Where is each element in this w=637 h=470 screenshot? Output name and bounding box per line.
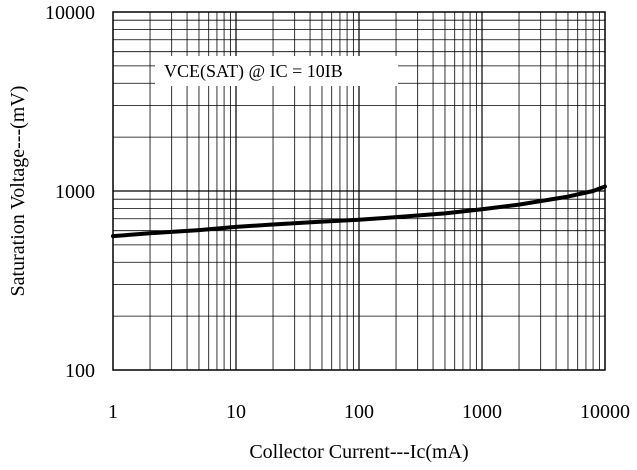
y-tick-label: 1000 (55, 181, 95, 203)
y-tick-label: 10000 (45, 2, 95, 24)
y-axis-label: Saturation Voltage---(mV) (7, 86, 29, 297)
x-tick-label: 1000 (462, 401, 502, 423)
x-tick-labels: 1 10 100 1000 10000 (108, 401, 630, 423)
x-axis-label: Collector Current---Ic(mA) (249, 441, 468, 463)
annotation-box (155, 56, 398, 86)
x-tick-label: 10 (226, 401, 246, 423)
annotation-label: VCE(SAT) @ IC = 10IB (164, 61, 343, 82)
x-tick-label: 1 (108, 401, 118, 423)
plot-frame (112, 11, 606, 371)
y-tick-label: 100 (65, 360, 95, 382)
x-tick-label: 10000 (580, 401, 630, 423)
x-tick-label: 100 (344, 401, 374, 423)
y-tick-labels: 100 1000 10000 (45, 2, 95, 382)
saturation-voltage-curve (111, 184, 607, 239)
